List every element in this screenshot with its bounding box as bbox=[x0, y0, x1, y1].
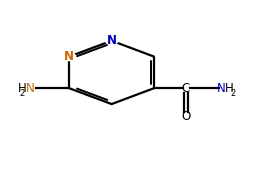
Text: O: O bbox=[181, 110, 191, 123]
Text: H: H bbox=[18, 82, 27, 95]
Text: N: N bbox=[217, 82, 225, 95]
Circle shape bbox=[105, 37, 118, 45]
Circle shape bbox=[63, 52, 75, 60]
Text: N: N bbox=[26, 82, 34, 95]
Text: C: C bbox=[182, 82, 190, 95]
Text: N: N bbox=[64, 50, 74, 63]
Text: N: N bbox=[107, 34, 117, 47]
Text: 2: 2 bbox=[230, 89, 235, 98]
Text: H: H bbox=[225, 82, 234, 95]
Text: 2: 2 bbox=[20, 89, 25, 98]
